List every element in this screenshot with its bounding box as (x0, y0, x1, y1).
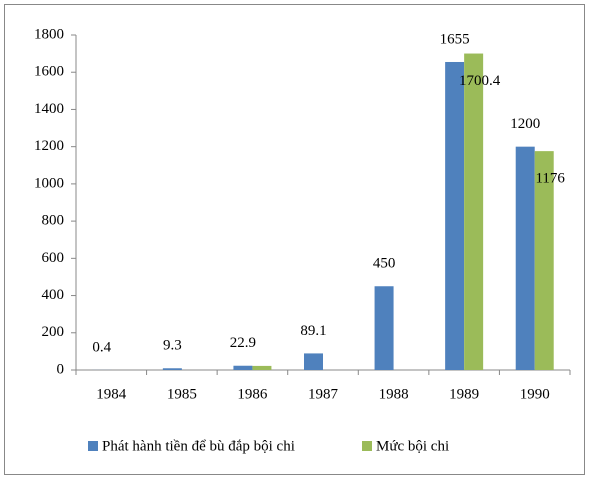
y-tick-label: 400 (42, 287, 65, 303)
bar (304, 353, 323, 370)
y-tick-label: 800 (42, 213, 65, 229)
y-tick-label: 1000 (34, 175, 64, 191)
y-tick-label: 200 (42, 324, 65, 340)
bar (162, 368, 182, 370)
x-tick-label: 1988 (379, 386, 409, 402)
data-label: 450 (373, 256, 396, 272)
bar (445, 61, 465, 370)
legend-swatch (362, 441, 372, 451)
bar (534, 151, 554, 370)
bar (252, 365, 272, 370)
chart-border (4, 4, 585, 475)
data-label: 9.3 (163, 338, 182, 354)
x-tick-label: 1987 (308, 386, 339, 402)
y-tick-label: 1800 (34, 26, 64, 42)
y-tick-label: 1200 (34, 138, 64, 154)
data-label: 22.9 (230, 335, 256, 351)
x-tick-label: 1989 (449, 386, 479, 402)
x-tick-label: 1985 (167, 386, 197, 402)
data-label: 1200 (510, 116, 540, 132)
data-label: 1655 (440, 31, 470, 47)
bar (233, 365, 253, 370)
bar (374, 286, 394, 370)
data-label: 1700.4 (459, 73, 501, 89)
x-tick-label: 1990 (520, 386, 550, 402)
data-label: 1176 (535, 171, 565, 187)
data-label: 0.4 (92, 339, 111, 355)
y-tick-label: 600 (42, 250, 65, 266)
legend-label: Phát hành tiền để bù đắp bội chi (102, 438, 295, 454)
y-tick-label: 1400 (34, 101, 64, 117)
y-tick-label: 0 (57, 361, 65, 377)
bar (515, 146, 535, 370)
x-tick-label: 1986 (237, 386, 268, 402)
legend-label: Mức bội chi (376, 438, 449, 454)
legend-swatch (88, 441, 98, 451)
x-tick-label: 1984 (96, 386, 127, 402)
bar (464, 53, 484, 370)
data-label: 89.1 (300, 323, 326, 339)
y-tick-label: 1600 (34, 64, 64, 80)
